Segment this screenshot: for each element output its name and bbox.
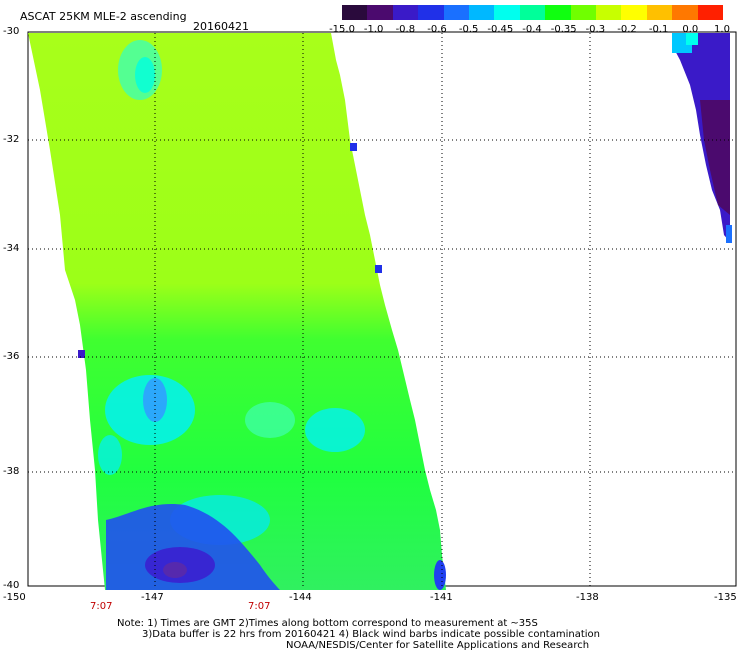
y-tick-label: -30 — [3, 26, 20, 37]
note-line-3: NOAA/NESDIS/Center for Satellite Applica… — [286, 640, 590, 651]
map-date: 20160421 — [193, 20, 249, 33]
right-swath-cyan — [686, 33, 698, 45]
y-tick-label: -36 — [3, 351, 20, 362]
y-tick-label: -34 — [3, 243, 20, 254]
edge-pixel — [78, 350, 85, 358]
colorbar-tick-label: -1.0 — [363, 24, 384, 35]
colorbar-tick-label: 0.0 — [682, 24, 699, 35]
colorbar-swatch — [570, 5, 597, 20]
right-swath-dark — [700, 100, 730, 215]
x-tick-label: -138 — [576, 592, 599, 603]
colorbar-tick-label: -0.1 — [648, 24, 669, 35]
colorbar-swatch — [621, 5, 647, 20]
blue-patch — [434, 560, 446, 590]
purple-patch — [163, 562, 187, 578]
note-line-1: Note: 1) Times are GMT 2)Times along bot… — [117, 618, 538, 629]
colorbar-tick-label: -15.0 — [329, 24, 355, 35]
map-title: ASCAT 25KM MLE-2 ascending — [20, 10, 187, 23]
colorbar-swatch — [469, 5, 495, 20]
colorbar-swatch — [342, 5, 368, 20]
cyan-patch — [305, 408, 365, 452]
colorbar-swatch — [367, 5, 393, 20]
colorbar-swatch — [494, 5, 520, 20]
colorbar-labels: -15.0 -1.0 -0.8 -0.6 -0.5 -0.45 -0.4 -0.35 -0.3-… — [322, 24, 740, 36]
cyan-patch — [245, 402, 295, 438]
x-tick-label: -150 — [3, 592, 26, 603]
edge-pixel — [375, 265, 382, 273]
colorbar-swatch — [443, 5, 470, 20]
blue-patch — [143, 378, 167, 422]
colorbar-swatch — [697, 5, 724, 20]
colorbar-swatch — [545, 5, 571, 20]
colorbar-tick-label: -0.35 — [550, 24, 577, 35]
colorbar-swatch — [519, 5, 546, 20]
y-tick-label: -38 — [3, 466, 20, 477]
x-tick-label: -135 — [714, 592, 737, 603]
colorbar-tick-label: -0.4 — [522, 24, 542, 35]
colorbar-tick-label: -0.2 — [617, 24, 637, 35]
colorbar-swatch — [418, 5, 444, 20]
colorbar-tick-label: -0.5 — [458, 24, 479, 35]
colorbar-tick-label: -0.3 — [585, 24, 606, 35]
gridlines — [28, 33, 736, 586]
colorbar-swatch — [596, 5, 622, 20]
colorbar-tick-label: -0.8 — [395, 24, 416, 35]
colorbar-tick-label: 1.0 — [714, 24, 730, 35]
cyan-patch — [98, 435, 122, 475]
time-label: 7:07 — [90, 601, 113, 612]
cyan-patch — [135, 57, 155, 93]
time-label: 7:07 — [248, 601, 271, 612]
colorbar-tick-label: -0.45 — [487, 24, 514, 35]
colorbar-tick-label: -0.6 — [427, 24, 447, 35]
right-swath-blue — [726, 225, 732, 243]
colorbar-swatch — [392, 5, 419, 20]
edge-pixel — [350, 143, 357, 151]
colorbar-swatch — [672, 5, 698, 20]
note-line-2: 3)Data buffer is 22 hrs from 20160421 4)… — [142, 629, 600, 640]
y-tick-label: -32 — [3, 134, 20, 145]
x-tick-label: -141 — [430, 592, 453, 603]
x-tick-label: -144 — [289, 592, 312, 603]
y-tick-label: -40 — [3, 580, 20, 591]
colorbar — [342, 5, 724, 20]
colorbar-swatch — [646, 5, 673, 20]
x-tick-label: -147 — [141, 592, 164, 603]
